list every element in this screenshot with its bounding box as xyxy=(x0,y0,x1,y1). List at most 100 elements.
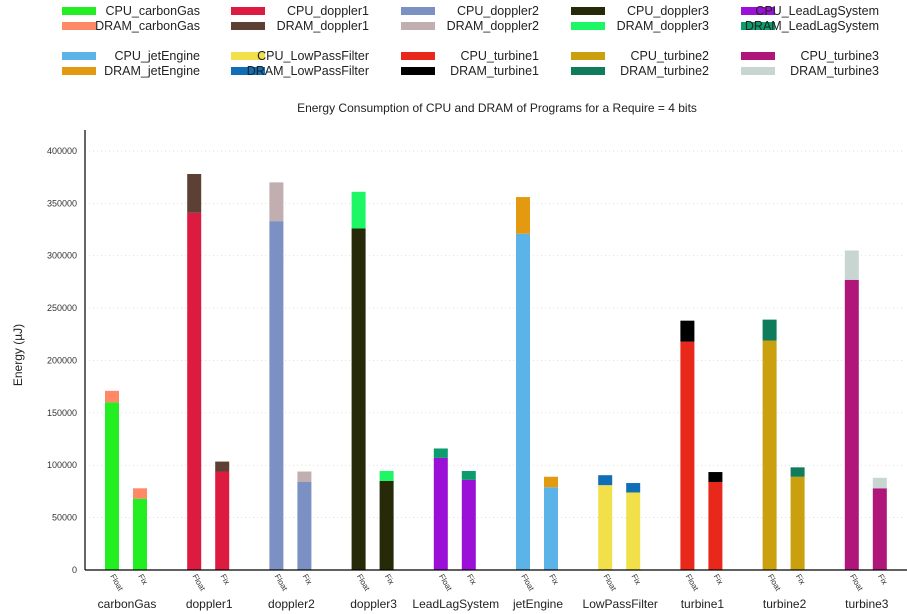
bar-label: Fix xyxy=(465,573,478,587)
y-tick-label: 300000 xyxy=(47,251,77,261)
group-label-turbine3: turbine3 xyxy=(845,597,889,611)
group-label-carbonGas: carbonGas xyxy=(98,597,157,611)
bar-cpu-turbine1-fix xyxy=(708,482,723,570)
bar-dram-turbine3-float xyxy=(844,250,859,280)
bar-dram-doppler2-fix xyxy=(297,471,312,482)
bar-label: Fix xyxy=(547,573,560,587)
bar-dram-carbonGas-float xyxy=(105,390,119,403)
bar-cpu-doppler3-float xyxy=(351,228,366,570)
bar-label: Float xyxy=(273,573,290,594)
group-label-turbine2: turbine2 xyxy=(763,597,807,611)
legend-label: DRAM_carbonGas xyxy=(95,19,200,33)
legend-swatch xyxy=(741,7,775,15)
bar-cpu-carbonGas-float xyxy=(105,402,119,570)
legend-label: CPU_LeadLagSystem xyxy=(755,4,879,18)
legend-label: CPU_carbonGas xyxy=(106,4,201,18)
axes xyxy=(84,130,907,571)
bar-cpu-jetEngine-fix xyxy=(544,487,558,570)
legend-label: CPU_doppler3 xyxy=(627,4,709,18)
legend-label: DRAM_turbine3 xyxy=(790,64,879,78)
bar-label: Fix xyxy=(712,573,725,587)
bars xyxy=(105,174,887,570)
group-label-LeadLagSystem: LeadLagSystem xyxy=(412,597,499,611)
bar-dram-turbine2-fix xyxy=(790,467,805,477)
bar-dram-doppler1-fix xyxy=(215,461,230,472)
x-axis-labels: Float Fix carbonGas Float Fix doppler1 Float Fi… xyxy=(98,573,890,612)
legend-swatch xyxy=(571,52,605,60)
bar-dram-turbine1-fix xyxy=(708,472,723,482)
bar-label: Fix xyxy=(383,573,396,587)
legend-swatch xyxy=(741,52,775,60)
legend-label: CPU_LowPassFilter xyxy=(257,49,369,63)
legend-swatch xyxy=(571,22,605,30)
bar-label: Fix xyxy=(301,573,314,587)
bar-cpu-LeadLagSystem-float xyxy=(433,457,448,570)
bar-dram-turbine2-float xyxy=(762,319,777,341)
legend-label: DRAM_turbine2 xyxy=(620,64,709,78)
group-label-doppler1: doppler1 xyxy=(186,597,233,611)
legend-label: DRAM_LeadLagSystem xyxy=(745,19,879,33)
bar-dram-doppler3-fix xyxy=(379,471,394,481)
bar-label: Float xyxy=(190,573,207,594)
y-tick-label: 150000 xyxy=(47,408,77,418)
bar-label: Fix xyxy=(794,573,807,587)
bar-dram-doppler2-float xyxy=(269,182,284,222)
bar-dram-jetEngine-float xyxy=(516,197,530,234)
bar-dram-turbine3-fix xyxy=(872,477,887,489)
y-tick-label: 50000 xyxy=(52,513,77,523)
legend-swatch xyxy=(741,67,775,75)
y-axis-ticks: 0 50000 100000 150000 200000 250000 300000 3500… xyxy=(47,146,77,575)
bar-label: Fix xyxy=(136,573,149,587)
bar-cpu-turbine1-float xyxy=(680,341,695,570)
bar-cpu-carbonGas-fix xyxy=(133,498,147,570)
legend-swatch xyxy=(231,22,265,30)
legend-swatch xyxy=(401,22,435,30)
legend-swatch xyxy=(62,7,96,15)
bar-cpu-doppler1-fix xyxy=(215,471,230,570)
bar-label: Float xyxy=(684,573,701,594)
legend-swatch xyxy=(741,22,775,30)
legend-swatch xyxy=(62,22,96,30)
bar-cpu-LeadLagSystem-fix xyxy=(461,479,476,570)
bar-dram-LeadLagSystem-float xyxy=(433,448,448,458)
legend-swatch xyxy=(62,67,96,75)
bar-cpu-jetEngine-float xyxy=(516,233,530,570)
bar-dram-turbine1-float xyxy=(680,320,695,342)
legend-label: CPU_doppler2 xyxy=(457,4,539,18)
legend-swatch xyxy=(401,52,435,60)
bar-cpu-turbine3-fix xyxy=(872,488,887,570)
bar-label: Float xyxy=(848,573,865,594)
y-tick-label: 350000 xyxy=(47,198,77,208)
legend-label: CPU_turbine3 xyxy=(800,49,879,63)
legend-swatch xyxy=(401,7,435,15)
bar-cpu-turbine2-float xyxy=(762,340,777,570)
y-tick-label: 400000 xyxy=(47,146,77,156)
legend-swatch xyxy=(62,52,96,60)
legend-label: CPU_turbine1 xyxy=(460,49,539,63)
group-label-LowPassFilter: LowPassFilter xyxy=(583,597,658,611)
bar-dram-doppler1-float xyxy=(187,174,202,213)
y-tick-label: 100000 xyxy=(47,460,77,470)
y-axis-label: Energy (µJ) xyxy=(11,324,25,386)
legend-label: DRAM_doppler1 xyxy=(277,19,369,33)
bar-label: Fix xyxy=(876,573,889,587)
legend-swatch xyxy=(401,67,435,75)
bar-label: Float xyxy=(108,573,125,594)
y-tick-label: 0 xyxy=(72,565,77,575)
bar-label: Float xyxy=(355,573,372,594)
bar-dram-LowPassFilter-float xyxy=(598,475,613,486)
bar-cpu-doppler3-fix xyxy=(379,480,394,570)
bar-cpu-turbine3-float xyxy=(844,279,859,570)
legend-label: DRAM_doppler3 xyxy=(617,19,709,33)
bar-label: Float xyxy=(519,573,536,594)
bar-label: Float xyxy=(601,573,618,594)
bar-dram-doppler3-float xyxy=(351,191,366,229)
legend-swatch xyxy=(571,7,605,15)
legend-label: DRAM_LowPassFilter xyxy=(247,64,369,78)
y-tick-label: 200000 xyxy=(47,355,77,365)
bar-dram-LowPassFilter-fix xyxy=(626,483,641,493)
bar-cpu-doppler2-float xyxy=(269,221,284,570)
legend-label: DRAM_turbine1 xyxy=(450,64,539,78)
legend-swatch xyxy=(571,67,605,75)
